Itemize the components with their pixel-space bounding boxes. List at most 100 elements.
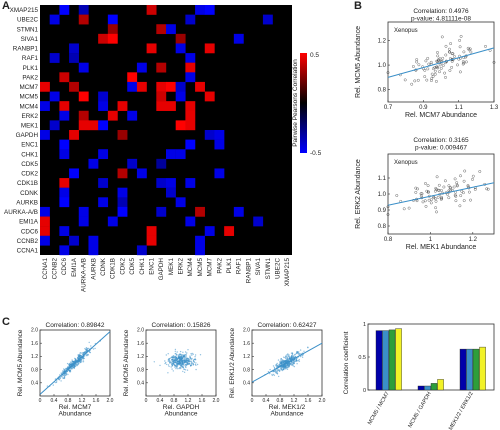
heatmap-cell	[107, 14, 118, 25]
heatmap-cell	[166, 101, 176, 111]
heatmap-row-label: ERK2	[22, 113, 39, 120]
panel-label-c: C	[2, 316, 10, 328]
data-point	[76, 364, 79, 367]
data-point	[286, 358, 289, 361]
heatmap-row-label: RAF1	[22, 55, 39, 62]
data-point	[450, 66, 454, 69]
scatter-erk12-vs-mek12: 0 0.4 0.8 1.2 1.6 2.0 0.4 0.8 1.2 1.6 2.0 Correlati…	[229, 322, 326, 418]
heatmap-cell	[59, 187, 70, 198]
heatmap-cell	[156, 81, 167, 92]
heatmap-cell	[49, 120, 60, 131]
x-tick-label: 1.1	[454, 105, 463, 111]
data-point	[435, 59, 439, 63]
heatmap-column-label: XMAP215	[284, 258, 291, 287]
x-axis-label: Rel. MEK1 Abundance	[406, 244, 477, 251]
data-point	[72, 361, 74, 363]
heatmap-cell	[69, 43, 79, 54]
data-point	[173, 361, 175, 363]
heatmap-cell	[117, 168, 128, 179]
data-point	[440, 35, 444, 39]
panel-label-a: A	[2, 0, 10, 12]
data-point	[438, 63, 442, 67]
heatmap-cell	[166, 81, 176, 92]
y-tick-label: 1	[363, 322, 366, 328]
x-tick-label: 1	[429, 237, 433, 243]
data-point	[194, 356, 196, 358]
data-point	[288, 366, 290, 368]
data-point	[191, 354, 193, 356]
data-point	[426, 57, 430, 60]
heatmap-cell	[78, 216, 89, 227]
y-tick-label: 1.6	[243, 341, 250, 347]
heatmap-cell	[146, 235, 157, 246]
data-point	[292, 359, 294, 362]
data-point	[87, 353, 89, 356]
data-point	[272, 373, 275, 376]
heatmap-cell	[78, 120, 89, 131]
heatmap-cell	[78, 14, 89, 25]
heatmap-row-label: MCM7	[19, 84, 38, 91]
y-tick-label: 0.4	[243, 380, 250, 386]
data-point	[434, 206, 438, 210]
heatmap-row-label: STMN1	[17, 26, 39, 33]
data-point	[165, 354, 167, 356]
heatmap-cell	[233, 33, 244, 44]
data-point	[437, 183, 441, 187]
data-point	[287, 353, 289, 355]
data-point	[459, 174, 462, 178]
heatmap-cell	[40, 206, 50, 217]
data-point	[178, 356, 181, 359]
data-point	[175, 359, 177, 362]
p-value-label: p-value: 0.009467	[415, 145, 467, 152]
data-point	[192, 353, 194, 355]
bar	[375, 330, 383, 391]
data-point	[415, 60, 419, 64]
data-point	[276, 362, 278, 365]
data-point	[59, 374, 61, 376]
data-point	[284, 361, 286, 363]
y-axis-label: Rel. MCM5 Abundance	[355, 26, 362, 98]
correlation-label: Correlation: 0.15826	[152, 322, 211, 329]
data-point	[169, 361, 171, 364]
data-point	[294, 353, 296, 356]
data-point	[171, 356, 174, 359]
data-point	[456, 63, 459, 67]
data-point	[463, 169, 467, 173]
data-point	[423, 199, 427, 203]
data-point	[85, 348, 87, 350]
data-point	[416, 78, 420, 82]
data-point	[448, 186, 452, 190]
data-point	[454, 194, 458, 198]
x-axis-label: Rel. MEK1/2	[269, 404, 306, 411]
data-point	[269, 372, 271, 375]
bar	[437, 379, 444, 391]
data-point	[292, 361, 294, 363]
heatmap-column-label: CCNB2	[52, 258, 59, 280]
data-point	[283, 360, 285, 362]
correlation-label: Correlation: 0.4976	[413, 8, 469, 15]
data-point	[414, 186, 418, 190]
heatmap-cell	[59, 178, 70, 188]
heatmap-cell	[127, 158, 138, 169]
heatmap-cell	[59, 110, 70, 121]
y-tick-label: 1.2	[243, 354, 250, 360]
data-point	[436, 188, 440, 192]
data-point	[68, 364, 70, 366]
data-point	[70, 368, 72, 370]
legend-label: Xenopus	[394, 28, 418, 34]
data-point	[462, 61, 466, 65]
data-point	[189, 355, 191, 357]
data-point	[174, 361, 177, 363]
data-point	[177, 358, 179, 360]
data-point	[60, 372, 62, 374]
data-point	[188, 359, 190, 361]
data-point	[273, 366, 276, 369]
data-point	[184, 351, 187, 353]
data-point	[423, 75, 427, 79]
heatmap-cell	[40, 216, 50, 227]
heatmap-row-label: CDNK	[20, 190, 39, 197]
heatmap-column-label: MCM4	[187, 258, 194, 277]
x-tick-label: 2.0	[319, 398, 326, 404]
data-point	[194, 358, 196, 361]
data-point	[435, 210, 438, 214]
